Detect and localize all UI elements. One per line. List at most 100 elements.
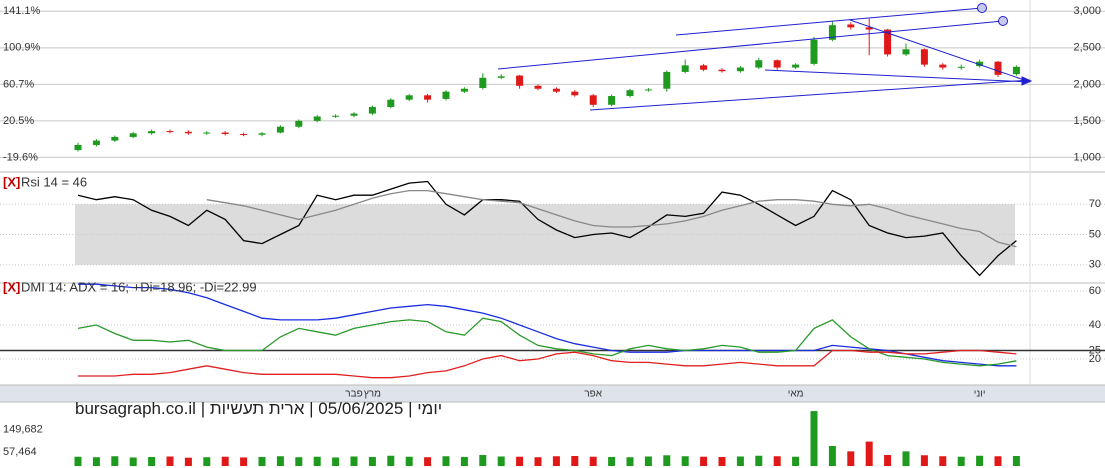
candle-body: [736, 67, 744, 72]
candle-body: [700, 65, 708, 70]
close-button[interactable]: [X]: [3, 279, 20, 294]
volume-bar: [74, 456, 82, 466]
volume-bar: [387, 455, 395, 466]
x-tick-label: פבר: [345, 389, 362, 400]
volume-bar: [368, 456, 376, 466]
tick-label: 2,000: [1073, 78, 1101, 90]
candle-body: [424, 95, 432, 100]
candle-body: [203, 132, 211, 134]
volume-bar: [681, 456, 689, 466]
volume-bar: [203, 457, 211, 466]
candle-body: [166, 131, 174, 133]
tick-label: 20.5%: [3, 115, 34, 127]
tick-label: 149,682: [3, 423, 43, 435]
tick-label: 2,500: [1073, 42, 1101, 54]
candle-body: [221, 132, 229, 135]
candle-body: [111, 136, 119, 141]
candle-body: [184, 131, 192, 134]
trend-lines: [497, 3, 1033, 111]
volume-bar: [148, 456, 156, 466]
candle-body: [240, 134, 248, 136]
panel-title: DMI 14: ADX = 16; +Di=18.96; -Di=22.99: [21, 279, 257, 294]
candle-body: [92, 140, 100, 145]
candle-body: [368, 106, 376, 114]
tick-label: 1,500: [1073, 115, 1101, 127]
candle-body: [773, 60, 781, 68]
candle-body: [534, 85, 542, 89]
x-tick-label: מרץ: [364, 389, 381, 400]
volume-bar: [552, 456, 560, 466]
volume-bar: [994, 456, 1002, 466]
volume-bar: [479, 455, 487, 466]
volume-bar: [92, 457, 100, 466]
candle-body: [313, 116, 321, 121]
tick-label: 40: [1089, 319, 1101, 331]
candle-body: [792, 64, 800, 68]
tick-label: 141.1%: [3, 5, 41, 17]
volume-bar: [405, 456, 413, 466]
candle-body: [295, 120, 303, 127]
volume-bar: [534, 457, 542, 466]
tick-label: 30: [1089, 259, 1101, 271]
arrow-head: [1021, 76, 1033, 86]
volume-bar: [920, 455, 928, 466]
candle-body: [828, 25, 836, 40]
candle-body: [920, 49, 928, 65]
volume-bar: [571, 455, 579, 466]
candle-body: [460, 88, 468, 92]
handle: [998, 16, 1008, 26]
volume-bar: [332, 457, 340, 466]
trend-line: [675, 7, 983, 36]
volume-bar: [957, 456, 965, 466]
candle-body: [957, 66, 965, 68]
x-tick-label: אפר: [584, 389, 602, 400]
x-tick-label: יוני: [974, 389, 986, 400]
tick-label: 60: [1089, 285, 1101, 297]
series-line: [77, 317, 1017, 367]
candle-body: [571, 91, 579, 96]
candle-body: [681, 65, 689, 72]
volume-bar: [240, 457, 248, 466]
series-line: [78, 349, 1017, 379]
volume-bar: [258, 456, 266, 466]
volume-bar: [736, 456, 744, 466]
volume-bar: [976, 455, 984, 466]
candle-body: [350, 113, 358, 116]
candle-body: [847, 24, 855, 28]
candle-body: [148, 131, 156, 134]
tick-label: 1,000: [1073, 151, 1101, 163]
candle-body: [332, 115, 340, 117]
volume-bar: [828, 445, 836, 466]
candle-body: [755, 60, 763, 68]
volume-bar: [626, 457, 634, 466]
tick-label: 70: [1089, 198, 1101, 210]
handle: [977, 3, 987, 13]
volume-bar: [939, 456, 947, 466]
candle-body: [902, 49, 910, 55]
candle-body: [405, 95, 413, 100]
candle-body: [994, 61, 1002, 75]
close-button[interactable]: [X]: [3, 174, 20, 189]
volume-bar: [424, 457, 432, 466]
volume-bar: [111, 456, 119, 466]
candle-body: [497, 76, 505, 78]
series-line: [206, 189, 1017, 248]
candle-body: [258, 133, 266, 135]
volume-bar: [792, 456, 800, 466]
candle-body: [644, 89, 652, 91]
candle-body: [884, 29, 892, 55]
candle-body: [479, 77, 487, 88]
trend-line: [497, 20, 1004, 70]
candle-body: [865, 27, 873, 30]
volume-bar: [166, 456, 174, 466]
tick-label: 57,464: [3, 446, 37, 458]
series-line: [78, 283, 1017, 367]
candle-body: [276, 126, 284, 133]
caption: יומי | 05/06/2025 | ארית תעשיות | bursag…: [75, 399, 443, 418]
candle-body: [387, 99, 395, 107]
x-tick-label: מאי: [788, 389, 804, 400]
volume-bar: [589, 456, 597, 466]
